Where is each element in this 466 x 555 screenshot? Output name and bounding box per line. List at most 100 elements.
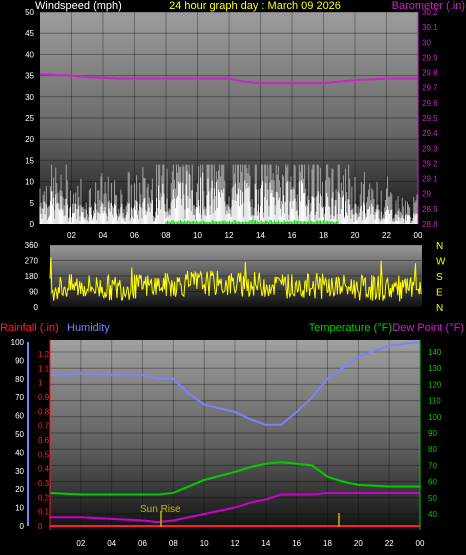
wind-tick-label: 40: [25, 50, 34, 59]
humidity-tick-label: 100: [11, 338, 25, 347]
temperature-tick-label: 50: [428, 494, 437, 503]
barometer-tick-label: 29.2: [422, 159, 438, 168]
wind-tick-label: 0: [30, 220, 35, 229]
compass-label: N: [436, 303, 443, 314]
temperature-grid: [50, 340, 421, 530]
compass-label: S: [436, 272, 443, 283]
x-tick-label: 06: [138, 539, 147, 548]
windspeed-series: [39, 164, 418, 224]
rainfall-tick-label: 0.8: [38, 407, 50, 416]
x-tick-label: 12: [231, 539, 240, 548]
wind-tick-label: 35: [25, 72, 34, 81]
x-tick-label: 10: [193, 231, 202, 240]
x-tick-label: 14: [256, 231, 265, 240]
humidity-tick-label: 50: [15, 430, 24, 439]
rainfall-tick-label: 1.2: [38, 350, 50, 359]
wind-tick-label: 45: [25, 29, 34, 38]
x-tick-label: 14: [261, 539, 270, 548]
rainfall-tick-label: 1.1: [38, 364, 50, 373]
temperature-tick-label: 140: [428, 348, 442, 357]
rainfall-tick-label: 0.6: [38, 436, 50, 445]
temperature-panel: [50, 340, 420, 530]
wind-tick-label: 30: [25, 93, 34, 102]
rainfall-tick-label: 0: [38, 522, 43, 531]
chart-title: 24 hour graph day : March 09 2026: [169, 0, 341, 12]
x-tick-label: 16: [292, 539, 301, 548]
rainfall-axis-title: Rainfall (.in): [0, 322, 59, 334]
rainfall-tick-label: 0.9: [38, 393, 50, 402]
humidity-tick-label: 90: [15, 356, 24, 365]
barometer-tick-label: 29: [422, 190, 431, 199]
x-tick-label: 22: [385, 539, 394, 548]
barometer-tick-label: 30.2: [422, 8, 438, 17]
humidity-tick-label: 20: [15, 485, 24, 494]
wind-tick-label: 50: [25, 8, 34, 17]
temperature-line: [49, 461, 420, 496]
barometer-tick-label: 29.7: [422, 84, 438, 93]
dewpoint-line: [50, 491, 420, 524]
dewpoint-axis-title: Dew Point (°F): [392, 322, 464, 334]
x-tick-label: 04: [107, 539, 116, 548]
direction-axes: 0 N 90 E 180 S 270 W 360 N: [25, 241, 446, 314]
temperature-tick-label: 60: [428, 478, 437, 487]
humidity-tick-label: 10: [15, 504, 24, 513]
rainfall-tick-label: 0.1: [38, 508, 50, 517]
wind-tick-label: 25: [25, 114, 34, 123]
barometer-tick-label: 30: [422, 38, 431, 47]
barometer-tick-label: 29.5: [422, 114, 438, 123]
barometer-tick-label: 29.1: [422, 175, 438, 184]
barometer-tick-label: 29.4: [422, 129, 438, 138]
x-tick-label: 04: [99, 231, 108, 240]
humidity-tick-label: 30: [15, 467, 24, 476]
humidity-tick-label: 40: [15, 448, 24, 457]
direction-line: [49, 257, 422, 302]
temperature-tick-label: 120: [428, 380, 442, 389]
direction-tick-label: 0: [34, 303, 39, 312]
direction-tick-label: 180: [25, 272, 39, 281]
rainfall-tick-label: 0.3: [38, 479, 50, 488]
humidity-line: [49, 341, 421, 426]
x-tick-label: 02: [76, 539, 85, 548]
temperature-tick-label: 80: [428, 445, 437, 454]
compass-label: N: [436, 241, 443, 252]
rainfall-tick-label: 0.2: [38, 493, 50, 502]
temperature-tick-label: 40: [428, 510, 437, 519]
wind-tick-label: 5: [30, 199, 35, 208]
humidity-tick-label: 80: [15, 375, 24, 384]
x-tick-label: 10: [200, 539, 209, 548]
barometer-line: [39, 73, 418, 85]
x-tick-label: 00: [416, 539, 425, 548]
rainfall-tick-label: 0.7: [38, 422, 50, 431]
x-tick-label: 06: [130, 231, 139, 240]
x-tick-label: 18: [323, 539, 332, 548]
humidity-tick-label: 0: [20, 522, 25, 531]
barometer-tick-label: 30.1: [422, 23, 438, 32]
humidity-tick-label: 70: [15, 393, 24, 402]
x-tick-label: 16: [288, 231, 297, 240]
direction-tick-label: 90: [29, 288, 38, 297]
x-tick-label: 00: [414, 231, 423, 240]
wind-tick-label: 20: [25, 135, 34, 144]
barometer-tick-label: 28.8: [422, 220, 438, 229]
x-tick-label: 02: [67, 231, 76, 240]
wind-tick-label: 15: [25, 156, 34, 165]
barometer-tick-label: 29.8: [422, 69, 438, 78]
compass-label: W: [436, 257, 446, 268]
rainfall-tick-label: 0.5: [38, 450, 50, 459]
rainfall-tick-label: 0.4: [38, 465, 50, 474]
temperature-tick-label: 100: [428, 413, 442, 422]
temperature-tick-label: 70: [428, 461, 437, 470]
x-tick-label: 20: [351, 231, 360, 240]
barometer-axis-title: Barometer (.in): [392, 0, 465, 12]
x-tick-label: 22: [382, 231, 391, 240]
wind-tick-label: 10: [25, 178, 34, 187]
x-tick-label: 08: [162, 231, 171, 240]
sunrise-label: Sun Rise: [140, 504, 181, 515]
barometer-tick-label: 29.6: [422, 99, 438, 108]
wind-axis-title: Windspeed (mph): [35, 0, 122, 12]
rainfall-tick-label: 1: [38, 379, 43, 388]
x-tick-label: 12: [225, 231, 234, 240]
temperature-tick-label: 130: [428, 364, 442, 373]
